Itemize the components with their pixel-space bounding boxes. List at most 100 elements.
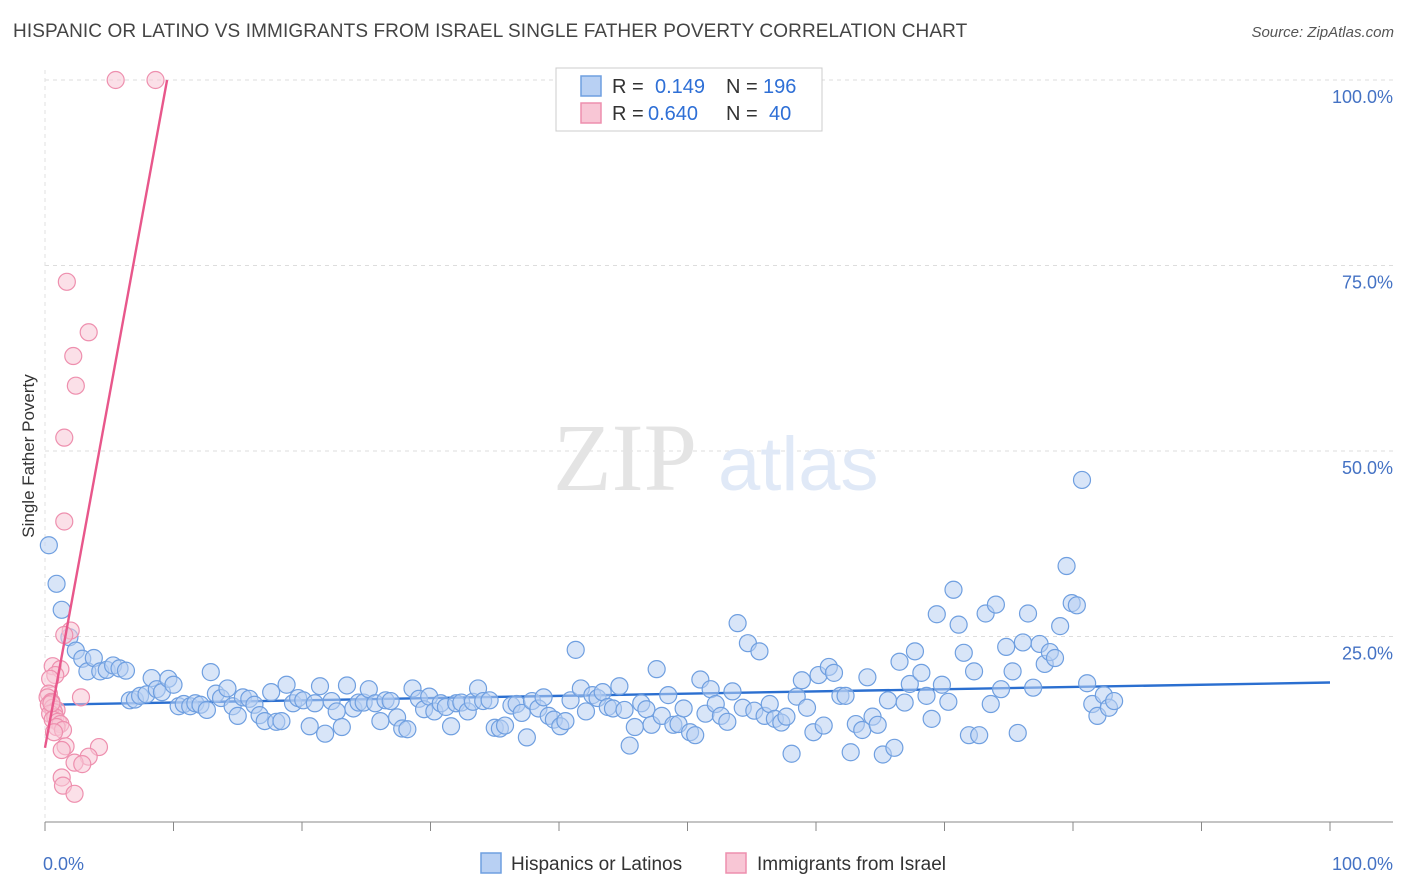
data-point	[917, 686, 936, 705]
data-point	[868, 715, 887, 734]
data-point	[1008, 723, 1027, 743]
data-point	[201, 663, 220, 682]
data-point	[64, 346, 83, 366]
data-point	[52, 600, 71, 619]
data-point	[718, 712, 737, 731]
data-point	[371, 711, 390, 731]
y-tick-label: 25.0%	[1342, 644, 1393, 664]
trend-line-israel	[43, 79, 169, 749]
x-tick-label-max: 100.0%	[1332, 854, 1393, 874]
data-point	[970, 726, 989, 745]
data-point	[997, 637, 1016, 656]
data-point	[116, 661, 136, 680]
legend-label-hispanics: Hispanics or Latinos	[511, 854, 682, 875]
stats-legend-n-label-pink: N =	[726, 103, 758, 125]
data-point	[262, 683, 281, 702]
legend-swatch-hispanics	[480, 852, 502, 874]
data-point	[480, 691, 499, 710]
data-point	[814, 716, 833, 735]
data-point	[52, 740, 71, 760]
data-point	[39, 536, 58, 555]
data-point	[1003, 662, 1022, 681]
data-point	[556, 711, 575, 731]
data-point	[836, 686, 855, 705]
data-point	[337, 676, 357, 695]
data-point	[106, 70, 125, 90]
data-point	[398, 720, 417, 739]
data-point	[495, 716, 515, 735]
points-israel	[38, 70, 165, 803]
gridlines	[45, 79, 1393, 637]
data-point	[841, 743, 860, 762]
data-point	[824, 663, 844, 682]
data-point	[65, 784, 84, 803]
y-tick-labels: 25.0% 50.0% 75.0% 100.0%	[1332, 87, 1393, 664]
data-point	[47, 574, 66, 593]
watermark-zip: ZIP	[553, 404, 697, 511]
data-point	[981, 694, 1000, 714]
data-point	[1057, 556, 1076, 576]
stats-legend-n-value-pink: 40	[769, 103, 791, 125]
data-point	[381, 691, 400, 711]
data-point	[782, 744, 801, 763]
data-point	[218, 679, 237, 698]
data-point	[1078, 674, 1097, 693]
y-axis-label: Single Father Poverty	[19, 374, 38, 538]
data-point	[674, 699, 693, 718]
data-point	[922, 709, 941, 728]
data-point	[927, 605, 946, 624]
data-point	[146, 70, 165, 90]
data-point	[310, 677, 330, 696]
data-point	[949, 615, 968, 634]
data-point	[561, 691, 580, 710]
data-point	[878, 691, 898, 710]
data-point	[686, 726, 705, 745]
legend-label-israel: Immigrants from Israel	[757, 854, 946, 875]
data-point	[277, 675, 296, 694]
data-point	[327, 702, 346, 721]
data-point	[890, 652, 909, 671]
series-legend: Hispanics or Latinos Immigrants from Isr…	[480, 852, 946, 875]
data-point	[637, 700, 656, 719]
data-point	[659, 686, 678, 705]
data-point	[228, 706, 247, 725]
watermark-atlas: atlas	[718, 422, 879, 507]
data-point	[954, 643, 973, 662]
watermark: ZIP atlas	[553, 404, 879, 511]
data-point	[647, 660, 666, 679]
data-point	[576, 702, 596, 721]
stats-legend-swatch-blue	[580, 75, 602, 97]
data-point	[777, 707, 796, 726]
data-point	[944, 580, 963, 599]
y-tick-label: 100.0%	[1332, 87, 1393, 107]
data-point	[164, 675, 183, 694]
data-point	[272, 711, 291, 731]
stats-legend: R = 0.149 N = 196 R = 0.640 N = 40	[555, 67, 823, 132]
data-point	[932, 675, 952, 694]
stats-legend-swatch-pink	[580, 102, 602, 124]
data-point	[66, 376, 85, 395]
data-point	[792, 671, 811, 690]
data-point	[1024, 678, 1043, 697]
data-point	[787, 687, 806, 706]
data-point	[858, 668, 877, 687]
data-point	[625, 717, 644, 737]
data-point	[895, 693, 914, 712]
data-point	[1072, 470, 1092, 490]
data-point	[1045, 648, 1065, 668]
data-point	[750, 642, 769, 661]
data-point	[55, 428, 74, 447]
x-tick-label-min: 0.0%	[43, 854, 84, 874]
data-point	[885, 738, 904, 757]
data-point	[610, 677, 629, 696]
data-point	[300, 717, 319, 736]
y-tick-label: 50.0%	[1342, 458, 1393, 478]
stats-legend-r-label-blue: R =	[612, 76, 644, 98]
data-point	[1105, 691, 1124, 711]
data-point	[905, 642, 925, 661]
data-point	[57, 272, 76, 291]
points-hispanics	[39, 470, 1124, 764]
data-point	[305, 694, 324, 713]
data-point	[332, 717, 351, 737]
